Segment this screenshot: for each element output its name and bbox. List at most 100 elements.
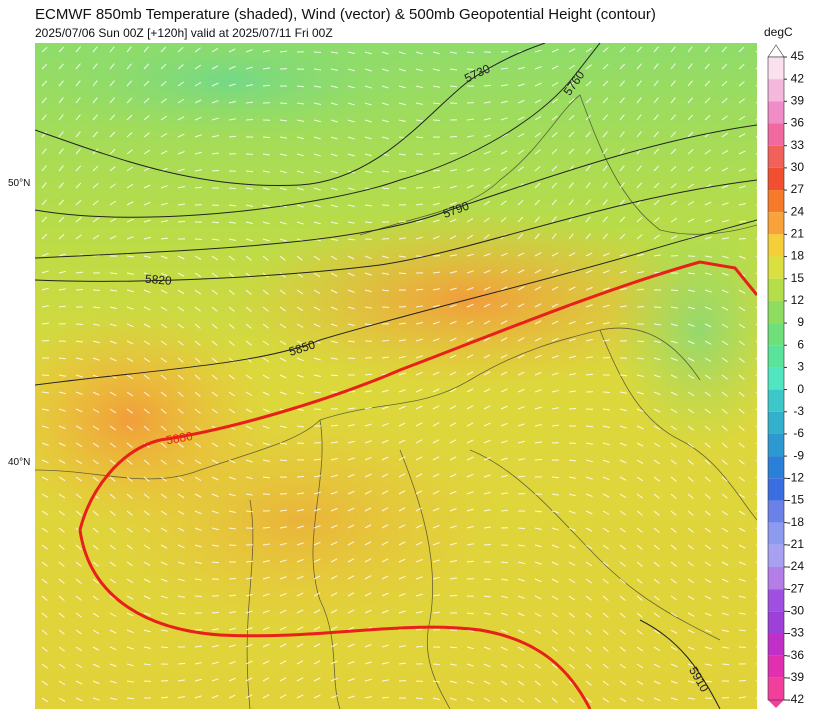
wind-arrow	[602, 252, 610, 257]
wind-arrow	[245, 610, 253, 614]
wind-arrow	[109, 459, 116, 465]
wind-arrow	[41, 408, 49, 411]
wind-arrow	[585, 595, 592, 601]
wind-arrow	[177, 527, 185, 532]
wind-arrow	[653, 182, 660, 189]
wind-arrow	[670, 595, 678, 601]
wind-arrow	[415, 68, 423, 72]
wind-arrow	[619, 680, 627, 686]
wind-arrow	[551, 65, 559, 70]
colorbar-unit: degC	[764, 25, 793, 39]
wind-arrow	[755, 204, 757, 206]
wind-arrow	[109, 114, 116, 121]
wind-arrow	[687, 149, 694, 155]
wind-arrow	[534, 424, 542, 427]
wind-arrow	[738, 306, 746, 312]
wind-arrow	[245, 425, 253, 430]
wind-arrow	[41, 578, 48, 584]
wind-arrow	[126, 544, 133, 550]
wind-arrow	[466, 456, 474, 461]
wind-arrow	[517, 561, 525, 565]
wind-arrow	[568, 64, 576, 70]
wind-arrow	[602, 578, 609, 584]
wind-arrow	[109, 183, 116, 189]
wind-arrow	[109, 663, 117, 667]
wind-arrow	[398, 355, 406, 359]
wind-arrow	[228, 272, 235, 278]
wind-arrow	[41, 629, 48, 635]
wind-arrow	[41, 287, 49, 291]
wind-arrow	[585, 47, 593, 53]
wind-arrow	[381, 85, 389, 89]
wind-arrow	[687, 374, 695, 379]
wind-arrow	[347, 660, 355, 665]
colorbar-tick-label: 33	[791, 138, 805, 152]
wind-arrow	[211, 152, 220, 155]
wind-arrow	[415, 119, 423, 122]
wind-arrow	[534, 561, 542, 565]
wind-arrow	[41, 165, 47, 172]
height-contours	[35, 43, 757, 709]
wind-arrow	[619, 697, 627, 703]
wind-arrow	[245, 593, 253, 597]
wind-arrow	[415, 321, 423, 325]
wind-arrow	[687, 697, 695, 700]
wind-arrow	[755, 187, 757, 189]
wind-arrow	[279, 694, 287, 699]
wind-arrow	[432, 321, 440, 325]
wind-arrow	[551, 355, 559, 359]
wind-arrow	[364, 221, 373, 224]
wind-arrow	[653, 646, 661, 652]
wind-arrow	[534, 337, 542, 342]
wind-arrow	[398, 51, 406, 55]
wind-arrow	[381, 609, 389, 614]
wind-arrow	[364, 558, 372, 563]
wind-arrow	[466, 234, 474, 240]
wind-arrow	[619, 374, 628, 377]
wind-arrow	[415, 645, 424, 648]
wind-arrow	[483, 526, 492, 529]
wind-arrow	[432, 338, 440, 342]
wind-arrow	[755, 425, 757, 428]
wind-arrow	[313, 575, 321, 580]
wind-arrow	[517, 303, 525, 308]
wind-arrow	[466, 525, 474, 529]
wind-arrow	[296, 323, 304, 328]
wind-arrow	[381, 170, 389, 173]
wind-arrow	[466, 253, 474, 257]
wind-arrow	[143, 493, 150, 499]
wind-arrow	[245, 49, 253, 53]
wind-arrow	[109, 289, 117, 292]
wind-arrow	[500, 216, 507, 223]
map	[35, 43, 757, 709]
wind-arrow	[721, 306, 729, 311]
wind-arrow	[143, 236, 151, 240]
wind-arrow	[585, 561, 593, 567]
wind-arrow	[704, 80, 711, 87]
wind-arrow	[58, 374, 66, 377]
wind-arrow	[330, 592, 338, 597]
wind-arrow	[177, 695, 185, 699]
wind-arrow	[602, 199, 608, 206]
wind-arrow	[211, 628, 219, 631]
wind-arrow	[296, 592, 304, 597]
wind-arrow	[364, 102, 372, 106]
wind-arrow	[636, 663, 644, 669]
wind-arrow	[517, 527, 526, 530]
wind-arrow	[262, 476, 271, 479]
wind-arrow	[534, 66, 542, 70]
wind-arrow	[109, 374, 117, 379]
wind-arrow	[177, 662, 186, 665]
wind-arrow	[738, 168, 746, 172]
wind-arrow	[636, 97, 642, 104]
colorbar-segment	[768, 589, 784, 612]
wind-arrow	[75, 97, 81, 104]
wind-arrow	[143, 80, 150, 87]
wind-arrow	[449, 287, 457, 291]
wind-arrow	[500, 680, 508, 686]
wind-arrow	[75, 493, 82, 499]
wind-arrow	[449, 51, 457, 54]
wind-arrow	[160, 202, 168, 206]
wind-arrow	[194, 578, 202, 581]
wind-arrow	[279, 626, 287, 631]
